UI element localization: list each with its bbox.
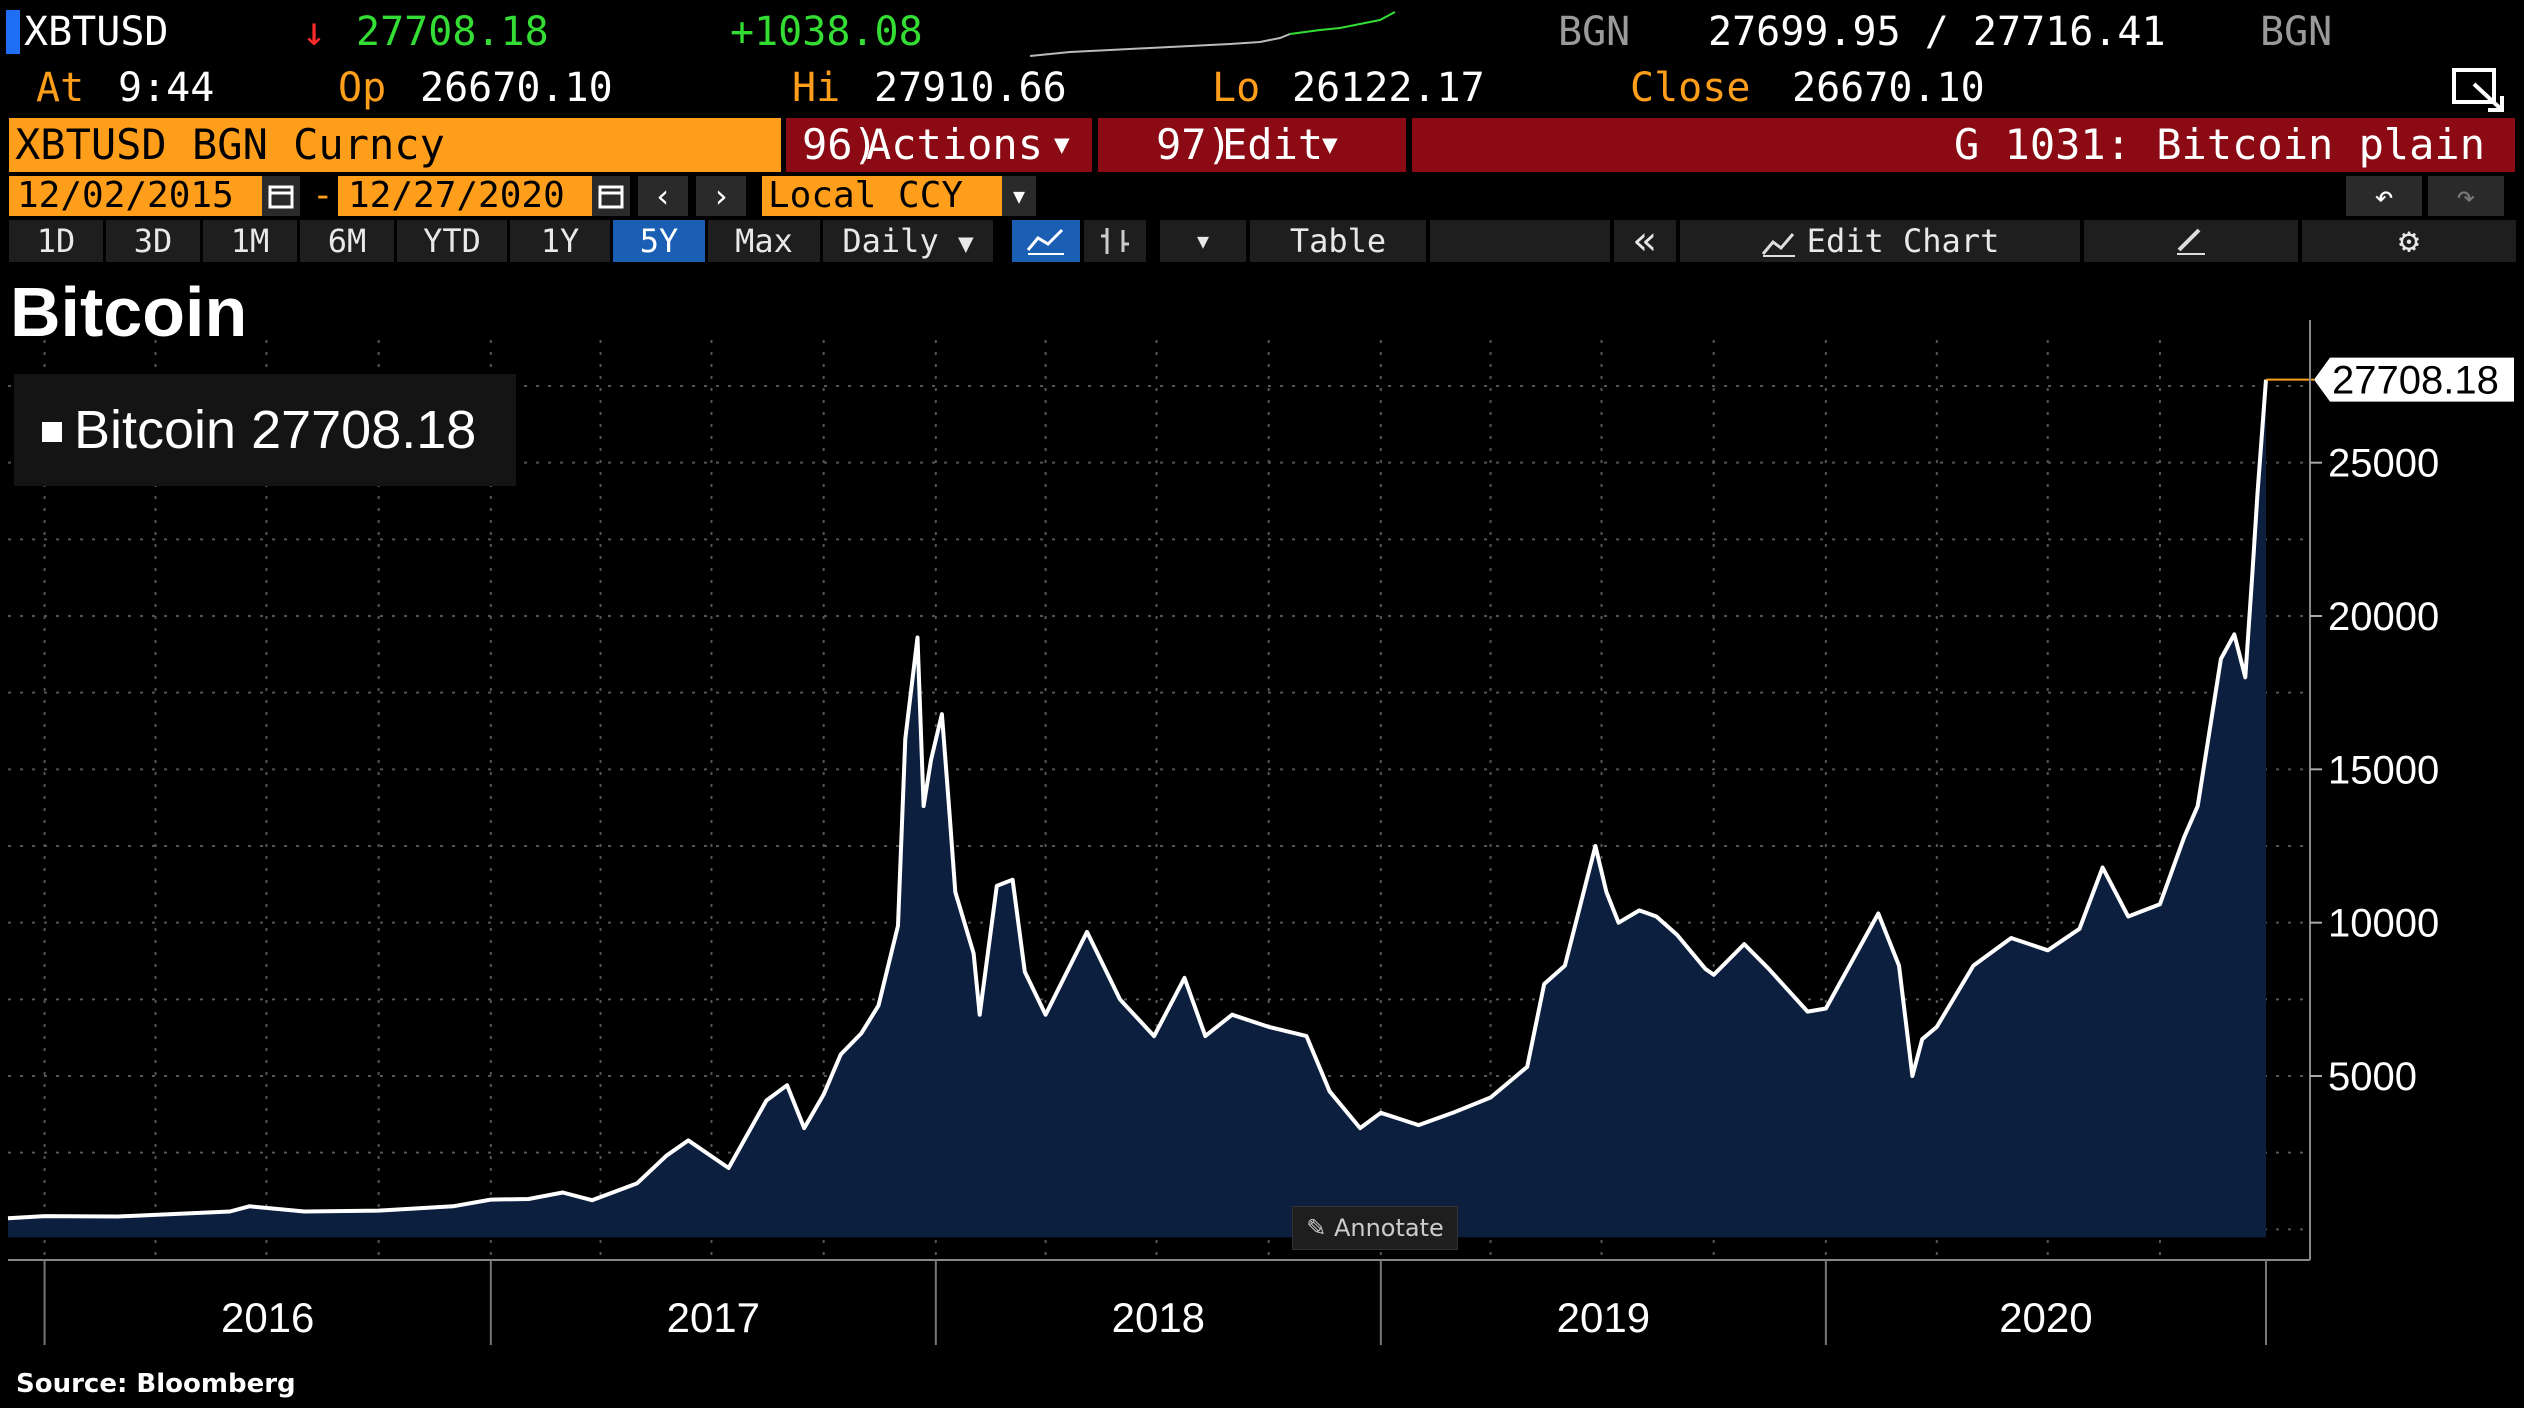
actions-number: 96) <box>802 120 878 169</box>
currency-value: Local CCY <box>768 175 964 216</box>
close-label: Close <box>1630 65 1751 111</box>
time-label: At <box>36 65 85 111</box>
edit-chart-button[interactable]: Edit Chart <box>1680 220 2080 262</box>
ticker-marker <box>6 10 20 54</box>
ticker[interactable]: XBTUSD <box>24 9 169 55</box>
x-tick-label: 2016 <box>221 1294 314 1341</box>
double-chevron-left-icon[interactable]: « <box>1614 220 1676 262</box>
edit-label: Edit <box>1222 120 1324 169</box>
chevron-left-icon[interactable]: ‹ <box>638 176 688 216</box>
period-6m[interactable]: 6M <box>300 220 394 262</box>
undo-icon[interactable]: ↶ <box>2346 176 2422 216</box>
toolbar-spacer <box>1430 220 1610 262</box>
security-field[interactable]: XBTUSD BGN Curncy <box>9 118 781 172</box>
window-pop-icon[interactable] <box>2450 66 2510 116</box>
x-tick-label: 2017 <box>667 1294 760 1341</box>
calendar-icon[interactable] <box>262 176 300 216</box>
high-label: Hi <box>792 65 841 111</box>
function-title-bar: G 1031: Bitcoin plain <box>1412 118 2515 172</box>
currency-select[interactable]: Local CCY <box>762 176 1002 216</box>
y-tick-label: 5000 <box>2328 1055 2417 1099</box>
dropdown-arrow-icon: ▼ <box>1322 130 1338 160</box>
sparkline <box>1030 11 1396 57</box>
period-1d[interactable]: 1D <box>9 220 103 262</box>
actions-label: Actions <box>866 120 1044 169</box>
frequency-value: Daily <box>842 222 939 260</box>
edit-number: 97) <box>1156 120 1232 169</box>
actions-button[interactable]: 96) Actions ▼ <box>786 118 1092 172</box>
edit-chart-label: Edit Chart <box>1806 222 2000 260</box>
legend-swatch <box>42 422 62 442</box>
y-tick-label: 10000 <box>2328 902 2439 946</box>
low-value: 26122.17 <box>1292 65 1485 111</box>
start-date-input[interactable]: 12/02/2015 <box>9 176 263 216</box>
open-value: 26670.10 <box>420 65 613 111</box>
calendar-icon[interactable] <box>592 176 630 216</box>
security-name: XBTUSD BGN Curncy <box>15 120 445 169</box>
x-tick-labels: 2016 2017 2018 2019 2020 <box>43 1260 2267 1345</box>
chevron-right-icon[interactable]: › <box>696 176 746 216</box>
annotate-label: Annotate <box>1333 1214 1444 1242</box>
dropdown-arrow-icon: ▼ <box>1054 130 1070 160</box>
legend[interactable]: Bitcoin 27708.18 <box>14 374 516 486</box>
dropdown-arrow-icon[interactable]: ▼ <box>1160 220 1246 262</box>
edit-chart-icon <box>1761 233 1795 257</box>
x-tick-label: 2019 <box>1557 1294 1650 1341</box>
x-tick-label: 2018 <box>1112 1294 1205 1341</box>
period-3d[interactable]: 3D <box>106 220 200 262</box>
dropdown-arrow-icon[interactable]: ▼ <box>1002 176 1036 216</box>
period-max[interactable]: Max <box>708 220 820 262</box>
annotate-button[interactable]: ✎ Annotate <box>1292 1206 1458 1250</box>
high-value: 27910.66 <box>874 65 1067 111</box>
down-arrow-icon: ↓ <box>302 9 327 55</box>
y-tick-label: 20000 <box>2328 595 2439 639</box>
redo-icon[interactable]: ↷ <box>2428 176 2504 216</box>
pen-icon[interactable] <box>2084 220 2298 262</box>
y-tick-label: 25000 <box>2328 442 2439 486</box>
x-tick-label: 2020 <box>1999 1294 2092 1341</box>
legend-label: Bitcoin 27708.18 <box>74 400 477 460</box>
axes <box>8 320 2311 1261</box>
last-price: 27708.18 <box>356 9 549 55</box>
last-value-box: 27708.18 <box>2314 357 2514 403</box>
chart-title: Bitcoin <box>10 273 248 351</box>
bar-chart-icon[interactable] <box>1084 220 1146 262</box>
line-chart-icon[interactable] <box>1012 220 1080 262</box>
period-5y[interactable]: 5Y <box>613 220 705 262</box>
price-change: +1038.08 <box>730 9 923 55</box>
frequency-select[interactable]: Daily ▼ <box>823 220 993 262</box>
edit-button[interactable]: 97) Edit ▼ <box>1098 118 1406 172</box>
period-ytd[interactable]: YTD <box>397 220 507 262</box>
pencil-icon: ✎ <box>1306 1214 1334 1242</box>
source-right: BGN <box>2260 9 2333 55</box>
time-value: 9:44 <box>118 65 215 111</box>
gear-icon[interactable]: ⚙ <box>2302 220 2516 262</box>
open-label: Op <box>338 65 387 111</box>
y-tick-label: 15000 <box>2328 748 2439 792</box>
close-value: 26670.10 <box>1792 65 1985 111</box>
low-label: Lo <box>1212 65 1261 111</box>
series-line-bitcoin <box>7 379 2268 1221</box>
source-left: BGN <box>1558 9 1631 55</box>
chart-source: Source: Bloomberg <box>16 1369 296 1399</box>
table-button[interactable]: Table <box>1250 220 1426 262</box>
date-separator: - <box>312 175 334 216</box>
function-title: G 1031: Bitcoin plain <box>1953 120 2485 169</box>
end-date-input[interactable]: 12/27/2020 <box>338 176 594 216</box>
period-1m[interactable]: 1M <box>203 220 297 262</box>
last-value-label: 27708.18 <box>2332 359 2499 403</box>
y-tick-labels: 5000 10000 15000 20000 25000 <box>2310 442 2439 1099</box>
last-value-box-shape <box>2314 357 2514 402</box>
area-fill <box>8 379 2266 1238</box>
dropdown-arrow-icon: ▼ <box>957 229 974 259</box>
period-1y[interactable]: 1Y <box>510 220 610 262</box>
bid-ask: 27699.95 / 27716.41 <box>1708 9 2166 55</box>
